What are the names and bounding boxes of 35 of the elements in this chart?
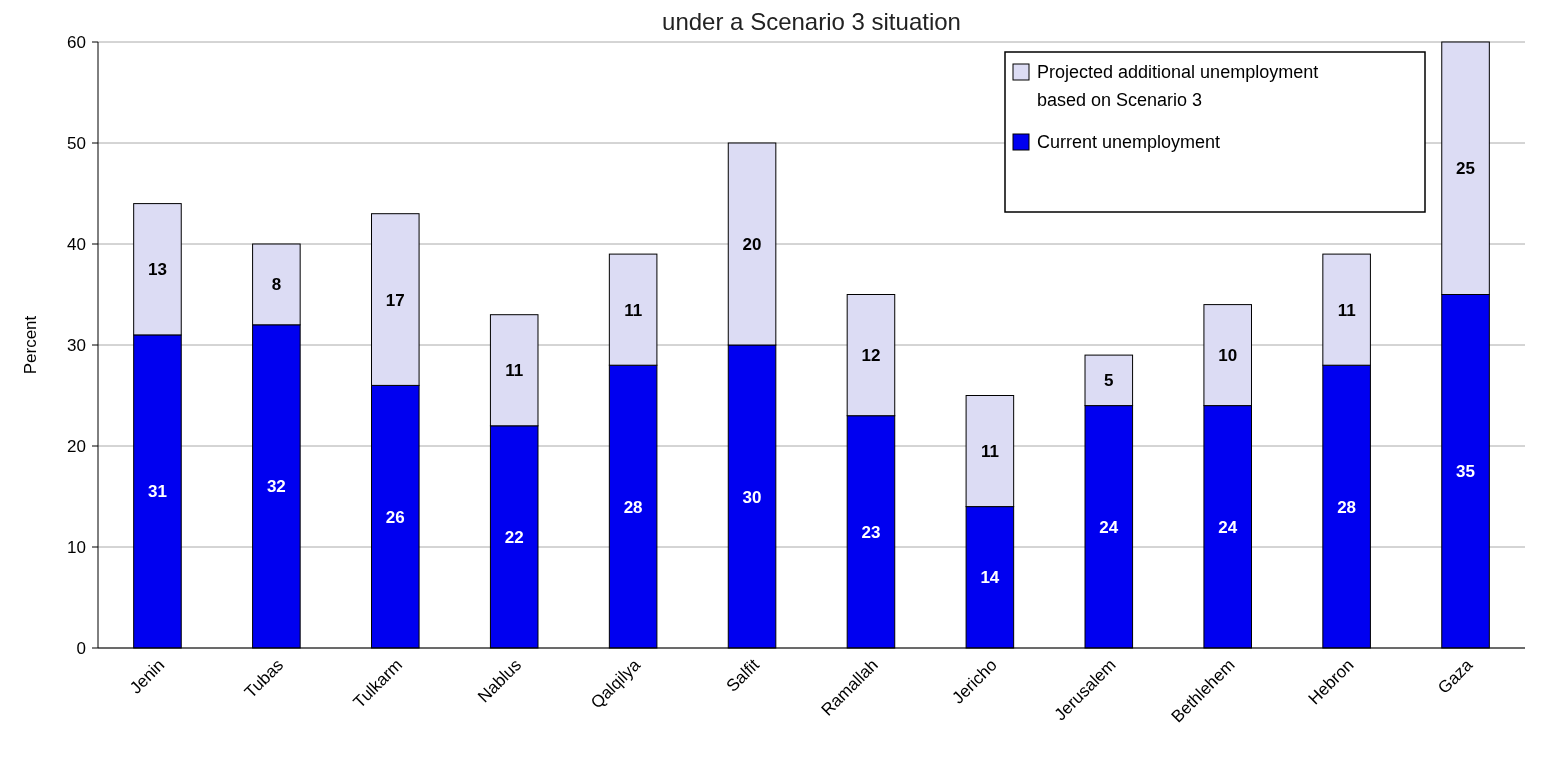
chart-title: under a Scenario 3 situation [662,8,961,35]
y-tick-label: 50 [67,134,86,153]
legend-label: Current unemployment [1037,132,1221,152]
data-label: 23 [861,522,881,542]
data-label: 12 [861,346,881,366]
y-tick-label: 30 [67,336,86,355]
y-tick-label: 0 [76,639,86,658]
data-label: 30 [742,487,762,507]
y-tick-label: 20 [67,437,86,456]
data-label: 31 [148,482,167,502]
y-tick-label: 40 [67,235,86,254]
data-label: 13 [148,260,167,280]
data-label: 11 [1337,300,1356,320]
data-label: 35 [1456,462,1475,482]
y-tick-label: 10 [67,538,86,557]
data-label: 25 [1456,159,1475,179]
data-label: 20 [742,235,762,254]
data-label: 32 [266,477,286,497]
data-label: 11 [624,300,643,320]
y-tick-label: 60 [67,33,86,52]
data-label: 17 [385,290,405,310]
data-label: 28 [623,497,643,517]
data-label: 11 [505,361,524,381]
legend-label: Projected additional unemployment based on Scenario 3 [1037,62,1319,110]
data-label: 24 [1218,517,1238,537]
data-label: 22 [504,527,524,547]
data-label: 8 [271,275,282,295]
data-label: 10 [1218,346,1238,366]
data-label: 24 [1099,517,1119,537]
data-label: 5 [1104,371,1114,391]
data-label: 14 [980,568,1000,588]
y-axis-title: Percent [21,315,40,375]
data-label: 11 [980,442,999,462]
data-label: 26 [385,507,405,527]
data-label: 28 [1337,497,1357,517]
